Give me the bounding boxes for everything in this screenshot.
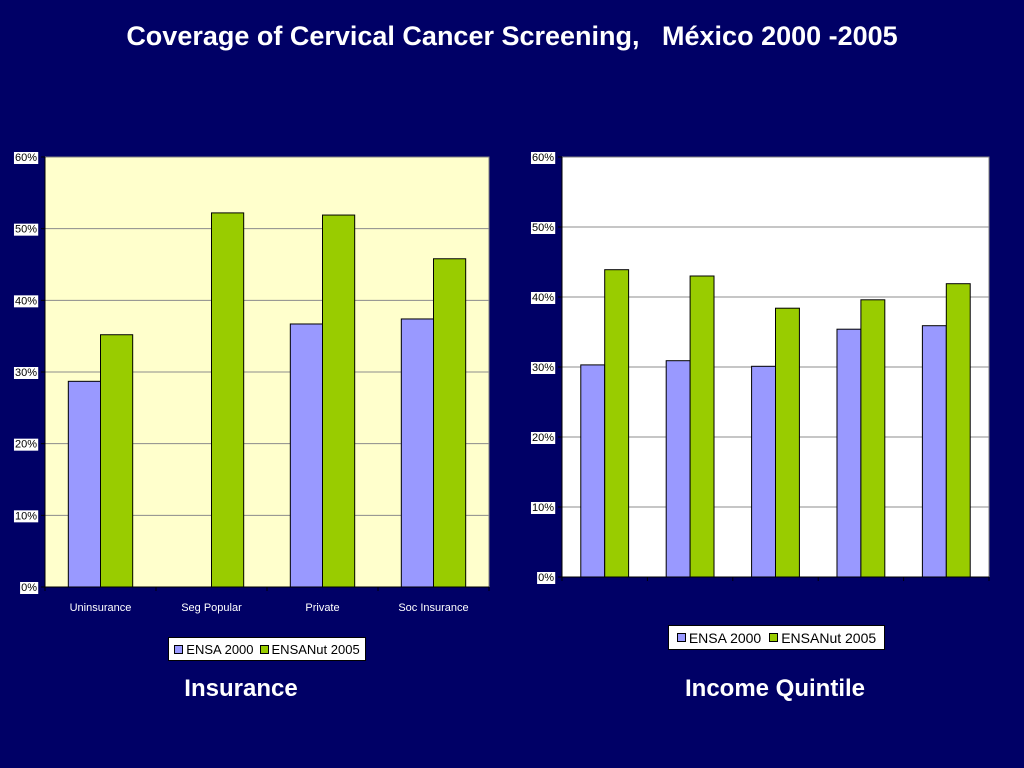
bar-ensa-2000-group-3 — [751, 365, 777, 578]
legend-swatch-ensanut-2005 — [769, 633, 779, 642]
legend-label-ensa-2000: ENSA 2000 — [688, 629, 762, 646]
income-quintile-chart: 0% 10% 20% 30% 40% 50% 60% — [530, 152, 990, 584]
bar-ensa-2000-group-1 — [580, 364, 606, 578]
bar-ensa-2000-soc-insurance — [400, 318, 434, 588]
category-label: Soc Insurance — [398, 602, 468, 614]
y-tick-label-background — [13, 438, 39, 451]
legend-swatch-ensanut-2005 — [259, 644, 269, 654]
bar-ensanut-2005-seg-popular — [211, 212, 245, 588]
y-tick-label: 20% — [15, 439, 37, 451]
y-tick-label: 50% — [15, 224, 37, 236]
legend-swatch-ensa-2000 — [676, 633, 686, 642]
y-tick-label-background — [13, 223, 39, 236]
y-tick-label-background — [530, 502, 556, 514]
y-tick-label: 40% — [532, 292, 554, 304]
legend-label-ensanut-2005: ENSANut 2005 — [781, 629, 877, 646]
bar-ensanut-2005-group-2 — [689, 275, 715, 578]
y-tick-label: 10% — [532, 502, 554, 514]
bar-ensanut-2005-uninsurance — [100, 334, 134, 588]
bar-ensanut-2005-group-1 — [604, 269, 630, 578]
chart-caption-income-quintile: Income Quintile — [684, 675, 866, 702]
category-label: Private — [305, 602, 339, 614]
bar-ensa-2000-group-2 — [665, 360, 691, 578]
y-tick-label-background — [537, 572, 556, 584]
y-tick-label-background — [13, 295, 39, 308]
y-tick-label: 20% — [532, 432, 554, 444]
category-label: Uninsurance — [70, 602, 132, 614]
legend-insurance-chart: ENSA 2000 ENSANut 2005 — [168, 637, 366, 661]
bar-ensa-2000-group-4 — [836, 328, 862, 578]
bar-ensanut-2005-soc-insurance — [433, 258, 467, 588]
insurance-chart: 0% 10% 20% 30% 40% 50% 60% Uninsurance Seg Popul… — [13, 152, 490, 614]
y-tick-label-background — [530, 292, 556, 304]
y-tick-label-background — [530, 222, 556, 234]
y-tick-label-background — [530, 362, 556, 374]
y-tick-label-background — [530, 152, 556, 164]
legend-swatch-ensa-2000 — [174, 644, 184, 654]
y-tick-label: 60% — [532, 152, 554, 164]
legend-item-ensanut-2005: ENSANut 2005 — [769, 630, 876, 646]
bar-ensanut-2005-group-4 — [860, 299, 886, 578]
y-tick-label: 0% — [538, 572, 554, 584]
legend-item-ensa-2000: ENSA 2000 — [676, 629, 762, 646]
y-tick-label: 0% — [21, 582, 37, 594]
legend-income-quintile-chart: ENSA 2000 ENSANut 2005 — [668, 625, 885, 650]
y-tick-label-background — [530, 432, 556, 444]
legend-label-ensa-2000: ENSA 2000 — [186, 641, 254, 657]
bar-ensanut-2005-group-5 — [945, 283, 971, 578]
bar-ensa-2000-group-5 — [921, 325, 947, 578]
bar-ensa-2000-uninsurance — [67, 380, 101, 588]
y-tick-label-background — [13, 510, 39, 523]
bar-ensa-2000-private — [289, 323, 323, 588]
bar-ensanut-2005-private — [322, 214, 356, 588]
y-tick-label: 40% — [15, 295, 37, 307]
category-label: Seg Popular — [181, 602, 242, 614]
y-tick-label: 60% — [15, 152, 37, 164]
y-tick-label-background — [20, 582, 39, 594]
bar-ensanut-2005-group-3 — [775, 307, 800, 578]
legend-item-ensa-2000: ENSA 2000 — [174, 641, 254, 657]
y-tick-label: 30% — [532, 362, 554, 374]
y-tick-label: 10% — [15, 510, 37, 522]
y-tick-label: 30% — [15, 367, 37, 379]
slide-title: Coverage of Cervical Cancer Screening, M… — [126, 21, 898, 51]
legend-item-ensanut-2005: ENSANut 2005 — [259, 641, 360, 657]
chart-caption-insurance: Insurance — [184, 675, 298, 702]
y-tick-label: 50% — [532, 222, 554, 234]
y-tick-label-background — [13, 152, 39, 164]
legend-label-ensanut-2005: ENSANut 2005 — [271, 641, 360, 657]
y-tick-label-background — [13, 367, 39, 379]
